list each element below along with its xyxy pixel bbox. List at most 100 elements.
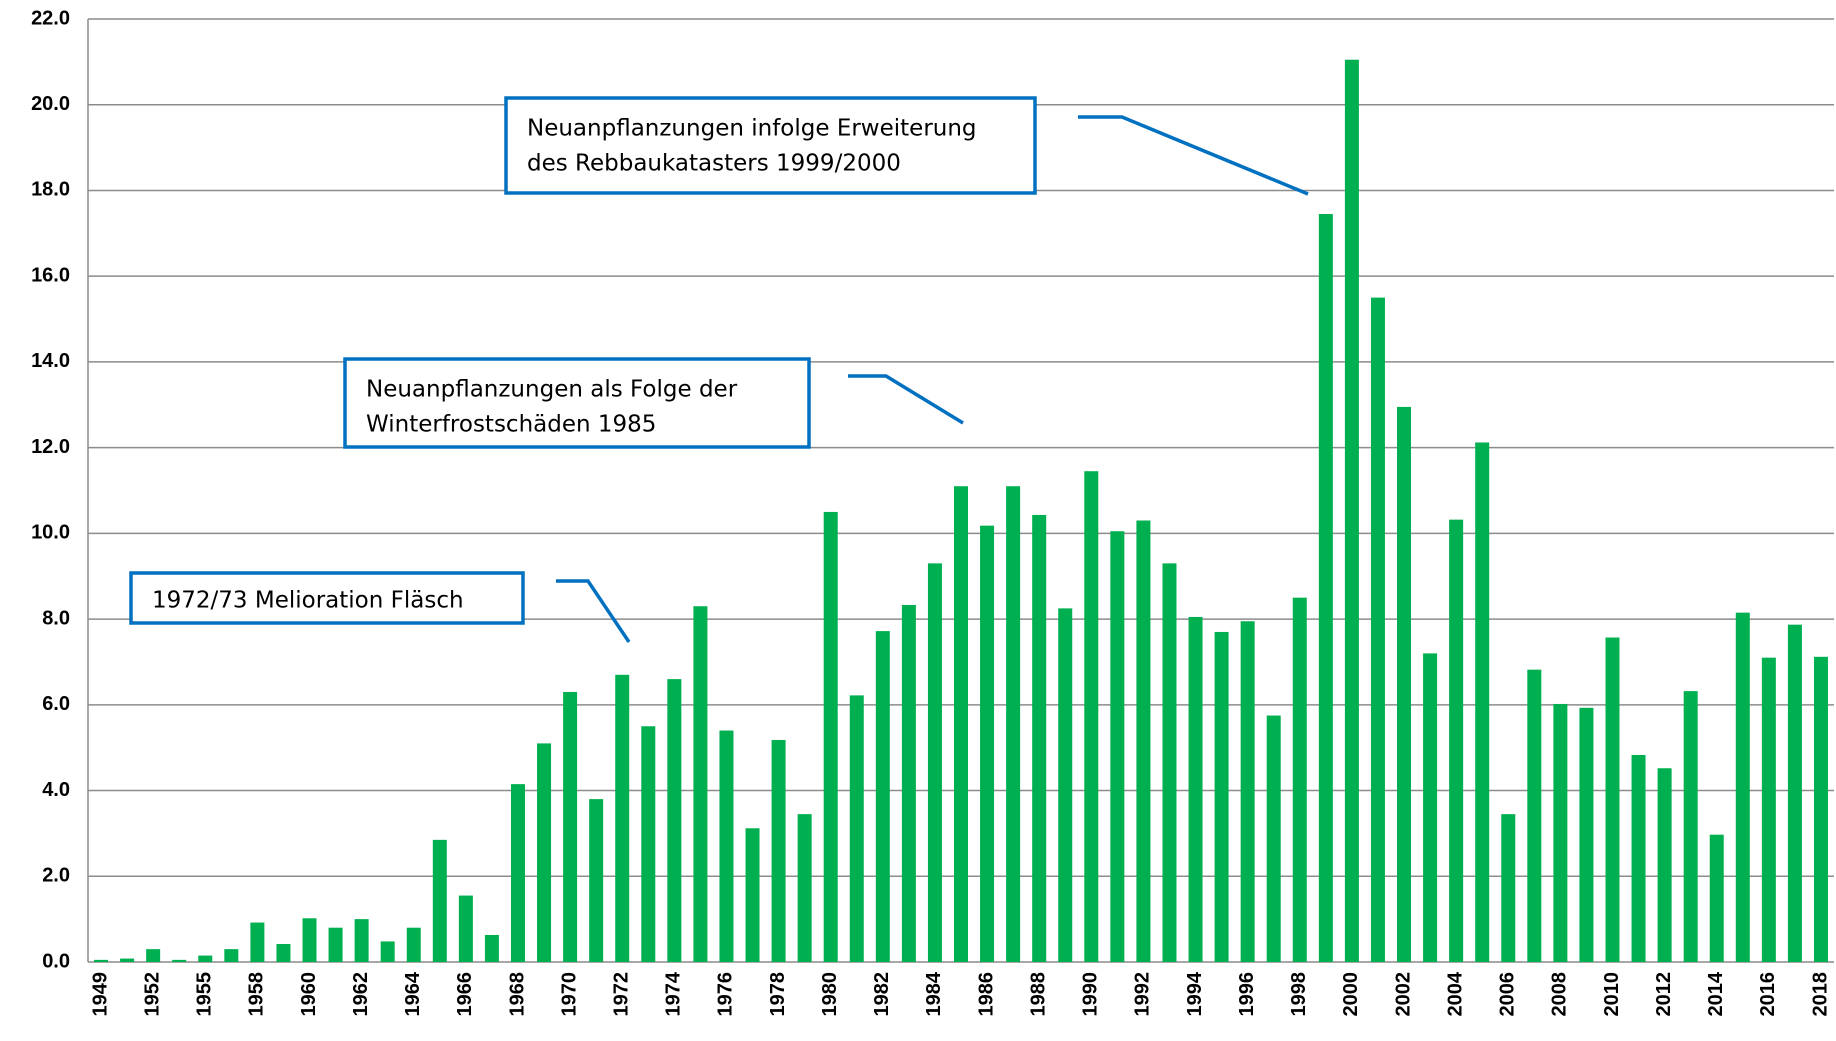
annotation-text: Neuanpflanzungen als Folge der xyxy=(366,377,738,403)
bar xyxy=(1188,616,1203,962)
bar xyxy=(1735,612,1750,962)
x-tick-label: 2000 xyxy=(1340,972,1362,1017)
y-tick-label: 22.0 xyxy=(31,7,70,29)
bar xyxy=(94,959,109,962)
bar xyxy=(172,959,187,962)
x-tick-label: 1970 xyxy=(558,972,580,1017)
y-tick-label: 6.0 xyxy=(42,693,70,715)
y-tick-label: 18.0 xyxy=(31,179,70,201)
bar xyxy=(510,784,525,962)
x-tick-label: 2010 xyxy=(1601,972,1623,1017)
bar xyxy=(1501,814,1516,962)
bar xyxy=(1475,442,1490,962)
bar xyxy=(458,895,473,962)
x-tick-label: 1964 xyxy=(402,971,424,1016)
bar xyxy=(1110,531,1125,962)
x-tick-label: 1955 xyxy=(194,972,216,1017)
x-tick-label: 2008 xyxy=(1549,972,1571,1017)
x-tick-label: 1988 xyxy=(1027,972,1049,1017)
bar xyxy=(1683,691,1698,962)
x-tick-label: 1958 xyxy=(246,972,268,1017)
bar xyxy=(1344,59,1359,962)
x-tick-label: 1949 xyxy=(89,972,111,1017)
bar xyxy=(1032,514,1047,962)
x-tick-label: 1968 xyxy=(506,972,528,1017)
x-tick-label: 1966 xyxy=(454,972,476,1017)
bar xyxy=(667,679,682,962)
y-tick-label: 10.0 xyxy=(31,522,70,544)
bar xyxy=(198,955,213,962)
bar xyxy=(1058,608,1073,962)
bar xyxy=(276,943,291,962)
x-tick-label: 1976 xyxy=(715,972,737,1017)
y-tick-label: 20.0 xyxy=(31,93,70,115)
bar xyxy=(1631,754,1646,962)
bar xyxy=(146,949,161,962)
bar xyxy=(1657,768,1672,962)
annotation-text: Winterfrostschäden 1985 xyxy=(366,412,656,438)
bar xyxy=(328,927,343,962)
bar xyxy=(1449,519,1464,962)
bar xyxy=(1397,406,1412,963)
bar xyxy=(1605,637,1620,962)
bar xyxy=(875,631,890,962)
bar xyxy=(1240,621,1255,962)
x-tick-label: 2014 xyxy=(1705,971,1727,1016)
bar xyxy=(406,927,421,962)
annotation-connector xyxy=(848,374,964,425)
y-tick-label: 4.0 xyxy=(42,779,70,801)
bar xyxy=(537,743,552,962)
annotation-text: des Rebbaukatasters 1999/2000 xyxy=(527,151,901,177)
bar xyxy=(927,563,942,962)
annotation-box xyxy=(343,357,811,449)
x-tick-label: 2002 xyxy=(1392,972,1414,1017)
x-tick-label: 2018 xyxy=(1809,972,1831,1017)
x-tick-label: 1986 xyxy=(975,972,997,1017)
bar xyxy=(901,604,916,962)
y-tick-label: 2.0 xyxy=(42,865,70,887)
bar xyxy=(354,919,369,962)
bar xyxy=(589,799,604,962)
bar xyxy=(1292,597,1307,962)
bar xyxy=(224,949,239,962)
x-tick-label: 1974 xyxy=(663,971,685,1016)
x-tick-label: 1962 xyxy=(350,972,372,1017)
y-tick-label: 8.0 xyxy=(42,607,70,629)
x-tick-label: 1998 xyxy=(1288,972,1310,1017)
x-tick-label: 1960 xyxy=(298,972,320,1017)
bar xyxy=(797,814,812,962)
bar xyxy=(615,674,630,962)
bar xyxy=(771,739,786,962)
x-tick-label: 1972 xyxy=(611,972,633,1017)
bar xyxy=(302,918,317,962)
bar xyxy=(120,958,135,962)
bar xyxy=(1370,297,1385,962)
bar xyxy=(1318,214,1333,962)
bar xyxy=(1813,656,1828,962)
y-tick-label: 16.0 xyxy=(31,264,70,286)
bar xyxy=(849,695,864,962)
x-tick-label: 1982 xyxy=(871,972,893,1017)
bar xyxy=(641,726,656,962)
bar xyxy=(1136,520,1151,962)
bar xyxy=(250,922,265,962)
bar xyxy=(1084,471,1099,962)
annotation-connector xyxy=(556,579,631,643)
x-tick-label: 2006 xyxy=(1497,972,1519,1017)
x-tick-label: 1952 xyxy=(141,972,163,1017)
y-tick-label: 14.0 xyxy=(31,350,70,372)
x-tick-label: 1992 xyxy=(1132,972,1154,1017)
annotation-box xyxy=(504,96,1037,195)
bar xyxy=(1214,631,1229,962)
x-tick-label: 2012 xyxy=(1653,972,1675,1017)
bar xyxy=(823,511,838,962)
bar xyxy=(1162,563,1177,962)
annotation-text: Neuanpflanzungen infolge Erweiterung xyxy=(527,116,977,142)
x-tick-label: 1994 xyxy=(1184,971,1206,1016)
x-tick-label: 1978 xyxy=(767,972,789,1017)
bar xyxy=(563,691,578,962)
x-tick-label: 2016 xyxy=(1757,972,1779,1017)
x-tick-label: 1996 xyxy=(1236,972,1258,1017)
x-tick-label: 1990 xyxy=(1080,972,1102,1017)
